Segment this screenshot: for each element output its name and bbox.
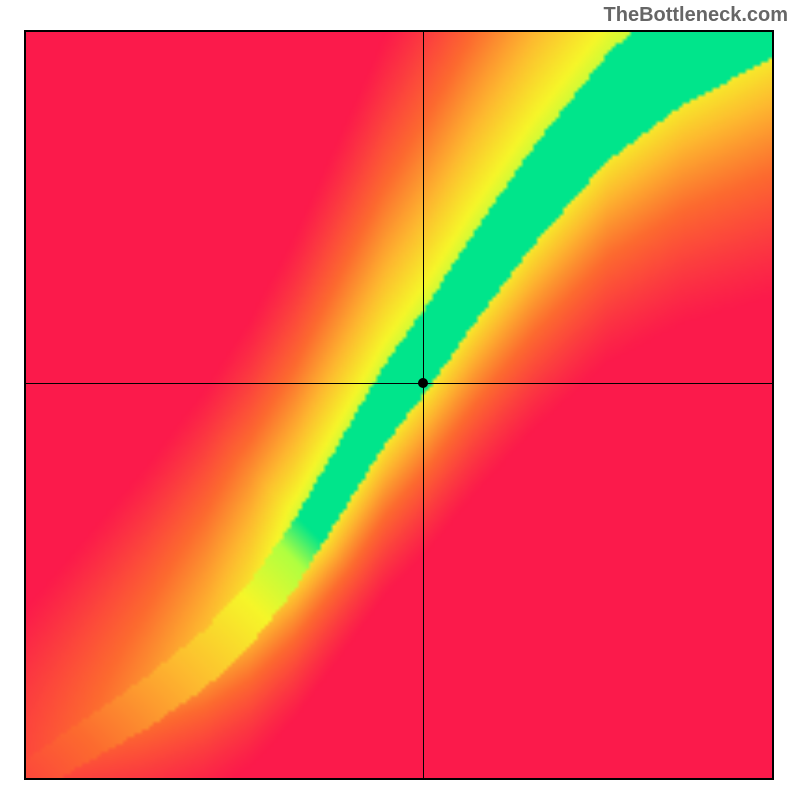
crosshair-vertical: [423, 32, 424, 778]
heatmap-canvas: [26, 32, 772, 778]
chart-container: TheBottleneck.com: [0, 0, 800, 800]
crosshair-point: [418, 378, 428, 388]
watermark-text: TheBottleneck.com: [604, 4, 788, 27]
crosshair-horizontal: [26, 383, 772, 384]
heatmap-frame: [24, 30, 774, 780]
